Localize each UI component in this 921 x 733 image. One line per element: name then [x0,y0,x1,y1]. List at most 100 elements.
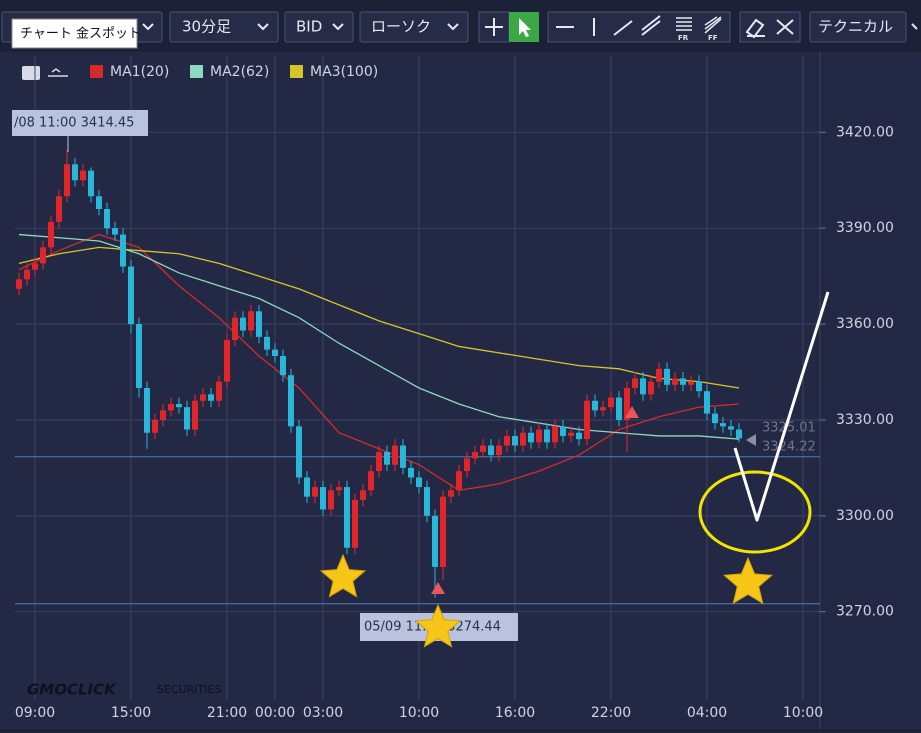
candle-body [608,397,614,408]
candle-body [80,170,86,181]
x-tick-label: 21:00 [207,705,247,721]
candle-body [480,445,486,452]
fr-label: FR [678,34,689,42]
arrow-annotation [733,291,830,522]
candle-body [736,429,742,439]
chevron [142,23,154,31]
candle-body [704,391,710,414]
candle-body [336,487,342,491]
drawing-icon [48,68,68,77]
symbol: チャート 金スポット [20,26,141,42]
candle-body [216,381,222,401]
crosshair-icon [485,18,503,36]
candle-body [288,375,294,427]
candle-body [352,499,358,548]
candle-body [432,515,438,567]
candle-body [264,336,270,350]
y-tick-label: 3390.00 [836,220,894,236]
x-tick-label: 10:00 [399,705,439,721]
candle-body [48,221,54,248]
timeframe-dropdown[interactable] [169,11,279,43]
candle-body [584,400,590,440]
candle-body [136,324,142,388]
candle-body [456,471,462,491]
chevron [911,23,918,30]
candle-body [552,426,558,443]
high-label: /08 11:00 3414.45 [14,116,134,131]
candle-body [88,170,94,197]
legend-label: MA3(100) [310,64,378,80]
candle-body [712,413,718,424]
candle-body [672,378,678,385]
draw-tools[interactable] [547,11,731,43]
circle-annotation [698,470,812,554]
high-label-box [12,110,148,136]
x-tick-label: 16:00 [495,705,535,721]
chevron [257,23,269,31]
candle-body [576,432,582,440]
star [722,556,774,605]
star [319,553,367,598]
candle-body [416,477,422,488]
x-tick-label: 09:00 [15,705,55,721]
style-dropdown[interactable] [359,11,469,43]
candle-body [96,196,102,210]
candle-body [320,487,326,510]
candle-body [728,426,734,430]
fib-icons [676,16,722,34]
technical-button[interactable] [809,11,907,43]
candle-body [560,426,566,436]
candle-body [112,228,118,235]
plot: 3270.00 3300.00 3330.00 3360.00 3390.00 3420.… [12,56,894,721]
candle-body [64,164,70,197]
legend-swatch [90,65,103,78]
draw-icons [556,15,661,36]
candle-body [504,435,510,446]
candle-body [152,419,158,433]
candle-body [440,496,446,567]
candle-body [304,477,310,497]
candle-body [624,387,630,420]
legend-label: MA2(62) [210,64,269,80]
candle-body [176,403,182,408]
candle-body [296,426,302,478]
candle-body [240,317,246,331]
candle-body [384,451,390,465]
y-tick-label: 3330.00 [836,412,894,428]
candle-body [168,403,174,411]
candle-body [24,269,30,280]
candle-body [72,164,78,181]
current-price: 3324.22 [762,440,816,455]
candle-body [616,397,622,420]
candle-body [344,487,350,548]
x-tick-label: 03:00 [303,705,343,721]
candle-body [640,378,646,395]
erase-tools[interactable] [739,11,801,43]
candle-body [648,381,654,395]
candle-body [40,247,46,264]
candle-body [568,432,574,436]
legend-swatch [290,65,303,78]
candle-body [512,435,518,446]
ff-label: FF [708,34,718,42]
candle-body [528,432,534,443]
candle-body [144,387,150,433]
star [414,603,462,648]
tooltip [11,18,138,49]
candle-body [544,429,550,443]
chevron [332,23,344,31]
candle-body [496,445,502,456]
timeframe: 30分足 [182,18,231,36]
comment-icon [22,66,40,80]
candle-body [184,407,190,430]
brand: GMOCLICK [27,681,117,699]
ma-line [18,233,740,440]
candle-body [248,311,254,331]
candle-body [720,423,726,427]
candle-body [376,451,382,472]
chevron [447,23,459,31]
candle-body [424,487,430,516]
candle-body [232,317,238,341]
price-side-dropdown[interactable] [284,11,354,43]
